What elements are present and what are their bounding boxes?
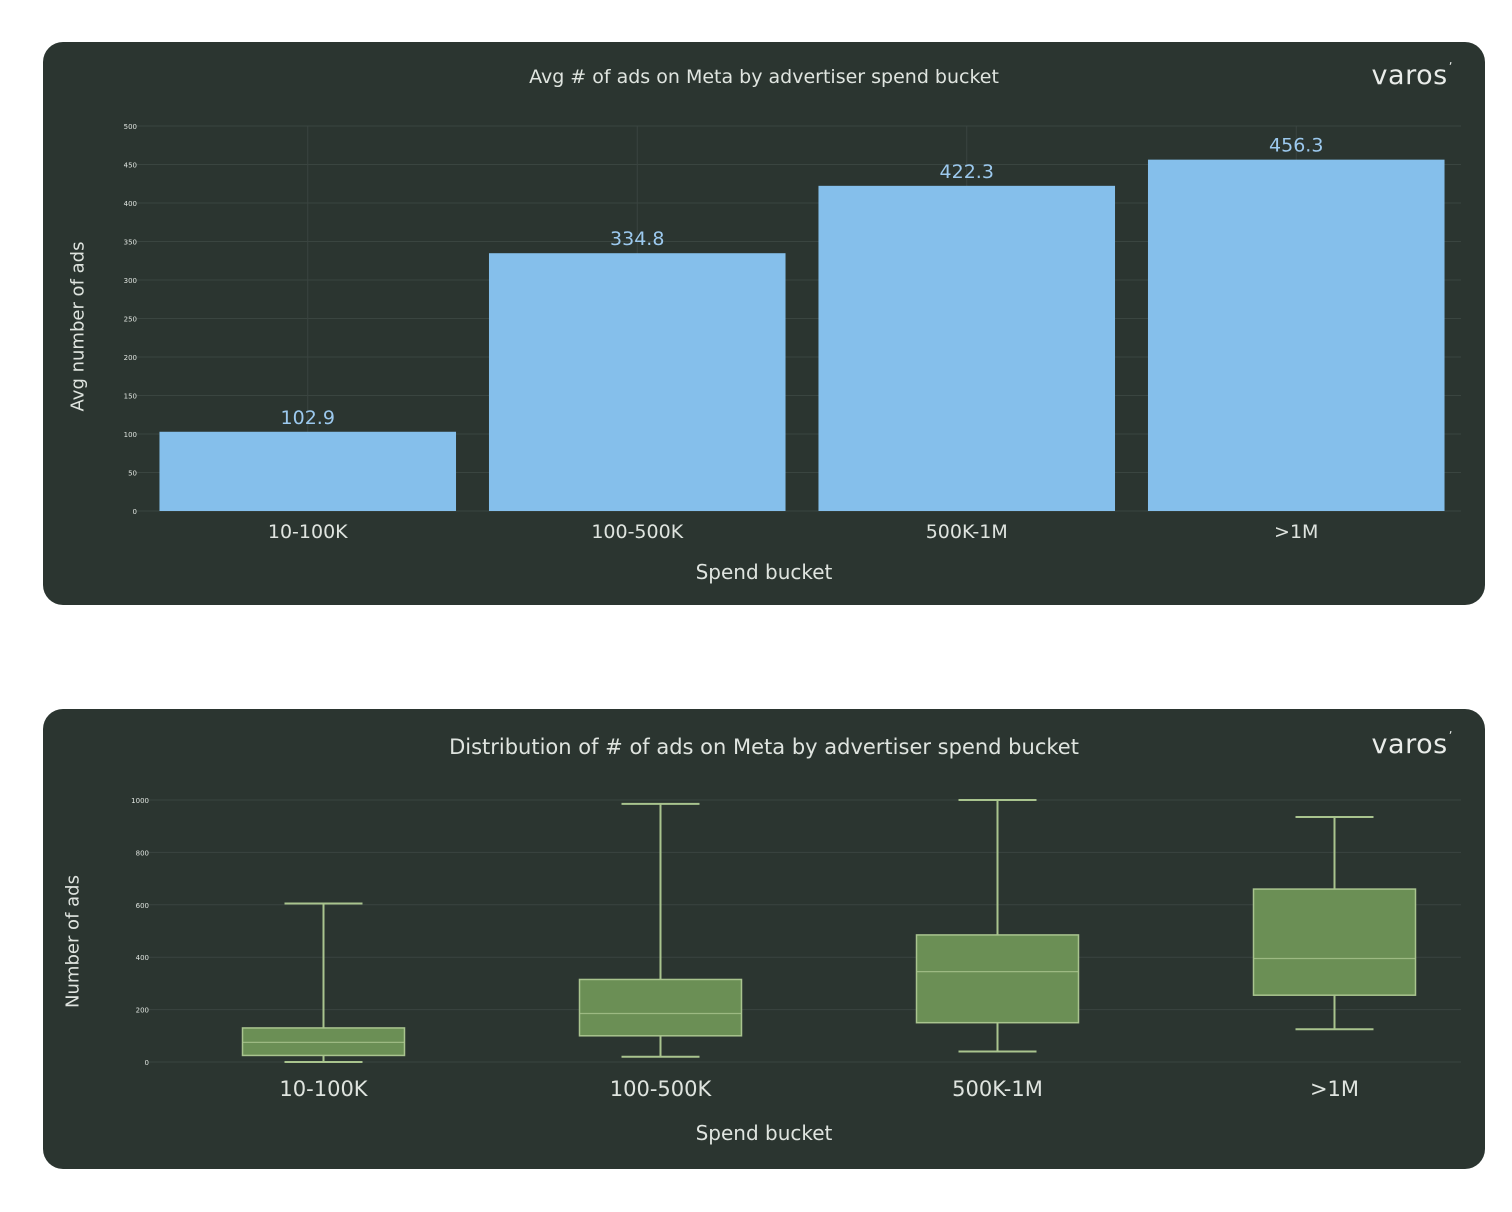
box-plot-x-tick-label: 500K-1M <box>952 1077 1043 1101</box>
bar-2 <box>488 253 786 512</box>
box-plot-x-tick-label: 100-500K <box>610 1077 713 1101</box>
bar-3 <box>818 185 1116 512</box>
bar-value-label: 456.3 <box>1269 135 1323 157</box>
bar-chart-y-tick-label: 450 <box>124 162 137 170</box>
bar-chart-y-tick-label: 50 <box>128 470 137 478</box>
bar-chart-y-tick-label: 250 <box>124 316 137 324</box>
box-plot-title: Distribution of # of ads on Meta by adve… <box>449 735 1079 759</box>
box-plot-x-tick-label: 10-100K <box>279 1077 368 1101</box>
box-plot-canvas: 0 200 400 600 800 1000 10-100K 100-500K 500K-1M >… <box>131 797 1461 1101</box>
bar-chart-y-tick-label: 350 <box>124 239 137 247</box>
box-plot-y-tick-label: 400 <box>136 954 149 962</box>
bar-chart-y-tick-label: 0 <box>133 508 137 516</box>
box-plot-x-tick-label: >1M <box>1310 1077 1359 1101</box>
box-plot-y-tick-label: 800 <box>136 849 149 857</box>
bar-chart-y-tick-label: 300 <box>124 277 137 285</box>
bar-value-label: 422.3 <box>940 161 994 183</box>
bar-chart-y-tick-label: 400 <box>124 200 137 208</box>
bar-1 <box>159 431 457 511</box>
bar-chart-x-axis-title: Spend bucket <box>695 560 833 584</box>
box-plot-y-tick-label: 0 <box>145 1059 149 1067</box>
bar-chart-canvas: 0 50 100 150 200 250 300 350 400 450 500 102.9 10-10… <box>124 123 1461 543</box>
bar-chart-y-tick-label: 200 <box>124 354 137 362</box>
box-3 <box>915 934 1080 1024</box>
bar-chart-x-tick-label: 100-500K <box>591 521 683 543</box>
bar-chart-x-tick-label: 500K-1M <box>926 521 1008 543</box>
box-plot-x-axis-title: Spend bucket <box>695 1121 833 1145</box>
bar-chart-x-tick-label: 10-100K <box>268 521 348 543</box>
box-plot-y-tick-label: 600 <box>136 902 149 910</box>
bar-chart-panel: 0 50 100 150 200 250 300 350 400 450 500 102.9 10-10… <box>43 42 1485 605</box>
box-plot-y-axis-title: Number of ads <box>62 875 84 1008</box>
varos-logo: varosʼ <box>1371 729 1453 760</box>
box-plot-y-tick-label: 1000 <box>131 797 149 805</box>
bar-chart-y-tick-label: 150 <box>124 393 137 401</box>
bar-chart-y-tick-label: 500 <box>124 123 137 131</box>
varos-logo: varosʼ <box>1371 60 1453 91</box>
box-2 <box>578 978 743 1037</box>
box-plot-panel: 0 200 400 600 800 1000 10-100K 100-500K 500K-1M >… <box>43 709 1485 1169</box>
bar-chart-title: Avg # of ads on Meta by advertiser spend… <box>529 66 999 88</box>
box-1 <box>241 1027 406 1057</box>
box-4 <box>1252 888 1417 996</box>
bar-value-label: 102.9 <box>281 407 335 429</box>
bar-chart-x-tick-label: >1M <box>1274 521 1318 543</box>
bar-4 <box>1147 159 1445 512</box>
bar-chart-y-axis-title: Avg number of ads <box>67 241 89 412</box>
bar-value-label: 334.8 <box>610 228 664 250</box>
bar-chart-y-tick-label: 100 <box>124 431 137 439</box>
box-plot-y-tick-label: 200 <box>136 1007 149 1015</box>
